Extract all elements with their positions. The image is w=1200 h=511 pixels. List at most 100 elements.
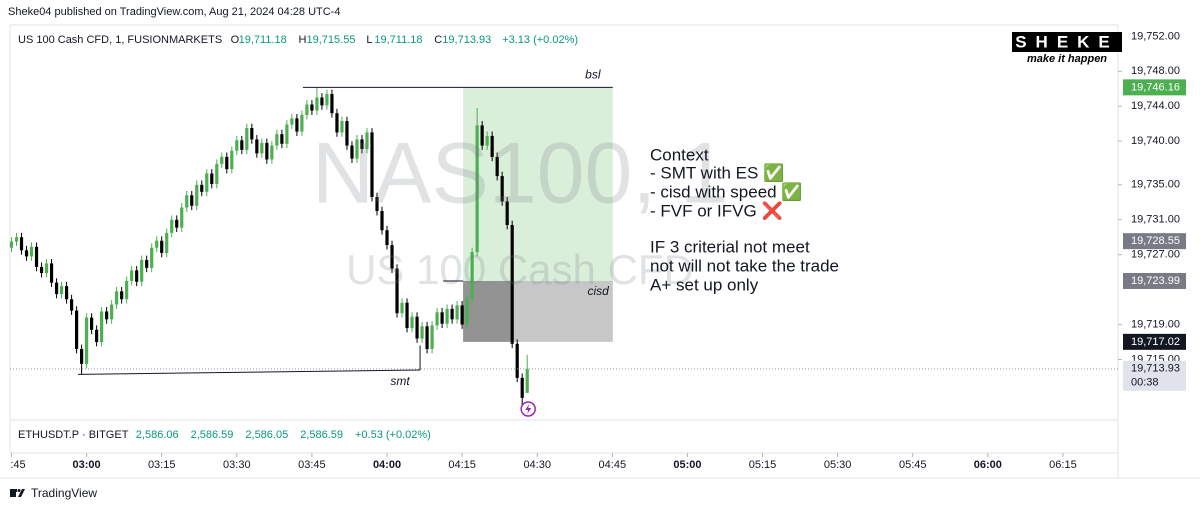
x-tick-label: :45 [10,459,25,471]
legend-change: +3.13 (+0.02%) [502,34,578,46]
watermark-name: US 100 Cash CFD [346,246,694,293]
candle-body [390,245,394,269]
note-line: - SMT with ES ✅ [650,162,784,182]
candle-body [285,124,289,144]
x-tick-label: 03:15 [148,459,176,471]
logo-icon [18,489,25,497]
price-label: 19,723.99 [1131,275,1180,287]
candle-body [295,118,299,132]
candle-body [9,241,14,248]
footer-logo: TradingView [10,486,97,500]
candle-body [470,252,474,299]
candle-body [300,114,304,132]
candle-body [64,286,69,300]
candle-body [420,326,424,339]
candle-body [365,132,369,150]
candle-body [170,219,174,233]
legend-value: 19,711.18 [239,34,287,46]
candle-body [375,197,379,212]
candle-body [135,270,139,282]
candle-body [130,270,134,281]
candle-body [260,142,264,154]
candle-body [125,280,129,300]
note-line: - FVF or IFVG ❌ [650,200,783,221]
candle-body [185,195,189,208]
x-tick-label: 04:15 [448,459,476,471]
x-tick-label: 06:15 [1049,459,1077,471]
candle-body [480,125,484,146]
x-tick-label: 05:45 [899,459,927,471]
candle-body [14,237,19,242]
candle-body [95,329,99,343]
watermark: NAS100, 1 US 100 Cash CFD [312,126,728,293]
candle-body [140,259,144,282]
drawing-label: bsl [585,68,601,82]
y-tick-label: 19,719.00 [1131,318,1180,330]
x-tick-label: 04:45 [599,459,627,471]
candle-body [445,308,449,324]
candle-body [430,325,434,350]
candle-body [54,282,59,294]
candle-body [265,142,269,160]
logo-icon [13,489,17,492]
candle-body [520,377,524,398]
legend-value: 19,715.55 [307,34,356,46]
candle-body [195,184,199,206]
x-tick-label: 03:45 [298,459,326,471]
candle-body [290,118,294,125]
candle-body [255,139,259,154]
drawing-label: smt [390,374,410,388]
price-label-bg [1123,360,1186,391]
logo-box [1012,32,1122,52]
candle-body [19,237,24,251]
y-tick-label: 19,748.00 [1131,65,1180,77]
logo-tagline: make it happen [1027,53,1107,65]
candle-body [490,135,494,157]
price-label-bg [1123,333,1186,350]
x-tick-label: 04:00 [373,459,401,471]
candle-body [74,310,79,350]
price-label-bg [1123,233,1186,250]
candle-body [440,312,444,324]
candle-body [435,312,439,326]
candle-body [120,291,124,300]
candle-body [320,97,324,106]
candle-body [510,224,514,344]
candle-body [385,230,389,246]
candle-body [280,134,284,144]
price-label: 19,717.02 [1131,336,1180,348]
note-line: A+ set up only [650,275,759,294]
symbol-legend: US 100 Cash CFD, 1, FUSIONMARKETS [18,34,222,46]
drawings: cisd [463,87,613,342]
note-line: IF 3 criterial not meet [650,237,810,256]
x-tick-label: 03:00 [73,459,101,471]
y-tick-label: 19,744.00 [1131,100,1180,112]
legend-value: 19,711.18 [374,34,422,46]
candle-body [115,291,119,305]
candle-body [315,97,319,111]
y-tick-label: 19,752.00 [1131,30,1180,42]
drawing-line [78,369,421,375]
note-line: not will not take the trade [650,256,839,275]
legend-key: O [231,34,240,46]
candle-body [150,247,154,268]
candle-body [370,132,374,198]
legend-key: H [299,34,307,46]
candle-body [49,263,54,283]
candle-body [29,246,34,257]
x-tick-label: 06:00 [974,459,1002,471]
candle-body [425,326,429,350]
logo-icon [17,489,21,492]
candle-body [495,156,499,177]
x-tick-label: 05:00 [673,459,701,471]
candle-body [360,139,364,150]
candle-body [85,317,89,364]
lower-pane-value: 2,586.06 [136,429,179,441]
candle-body [450,308,454,320]
candle-body [350,145,354,159]
candles [9,87,529,411]
publish-header: Sheke04 published on TradingView.com, Au… [8,6,340,18]
candle-body [330,93,334,114]
candle-body [240,140,244,150]
candle-body [69,299,74,311]
